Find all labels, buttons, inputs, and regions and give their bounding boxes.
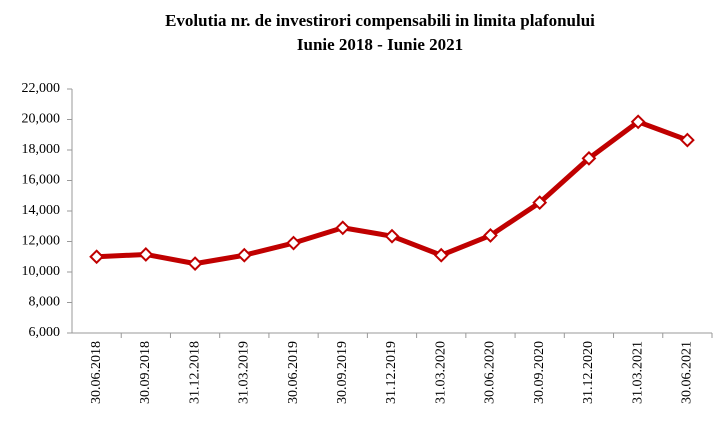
x-tick-label: 30.09.2020 xyxy=(532,341,547,404)
x-tick-label: 30.06.2020 xyxy=(483,341,498,404)
marker xyxy=(89,249,105,265)
marker xyxy=(384,228,400,244)
chart-subtitle: Iunie 2018 - Iunie 2021 xyxy=(297,35,463,54)
x-tick-label: 30.06.2021 xyxy=(680,341,695,404)
x-tick-label: 31.03.2021 xyxy=(630,341,645,404)
x-tick-label: 30.06.2019 xyxy=(286,341,301,404)
x-tick-label: 31.12.2019 xyxy=(384,341,399,404)
x-tick-label: 30.09.2019 xyxy=(335,341,350,404)
x-tick-label: 31.12.2018 xyxy=(187,341,202,404)
y-tick-label: 20,000 xyxy=(22,112,61,127)
chart-title: Evolutia nr. de investirori compensabili… xyxy=(165,11,595,30)
marker xyxy=(630,114,646,130)
y-tick-label: 16,000 xyxy=(22,173,61,188)
marker xyxy=(433,247,449,263)
y-tick-label: 8,000 xyxy=(29,295,61,310)
marker xyxy=(581,150,597,166)
marker xyxy=(286,235,301,251)
x-tick-label: 30.06.2018 xyxy=(89,341,104,404)
y-tick-label: 18,000 xyxy=(22,142,61,157)
y-tick-label: 14,000 xyxy=(22,203,61,218)
x-tick-label: 31.12.2020 xyxy=(581,341,596,404)
marker xyxy=(138,247,154,262)
marker xyxy=(236,247,252,263)
y-tick-label: 6,000 xyxy=(29,325,61,340)
x-tick-label: 30.09.2018 xyxy=(138,341,153,404)
marker xyxy=(187,256,203,272)
x-tick-label: 31.03.2020 xyxy=(433,341,448,404)
y-tick-label: 10,000 xyxy=(22,264,61,279)
marker xyxy=(335,220,351,236)
marker xyxy=(532,195,548,211)
y-tick-label: 22,000 xyxy=(22,81,61,96)
y-tick-label: 12,000 xyxy=(22,234,61,249)
marker xyxy=(483,227,498,243)
x-tick-label: 31.03.2019 xyxy=(237,341,252,404)
marker xyxy=(679,132,695,148)
